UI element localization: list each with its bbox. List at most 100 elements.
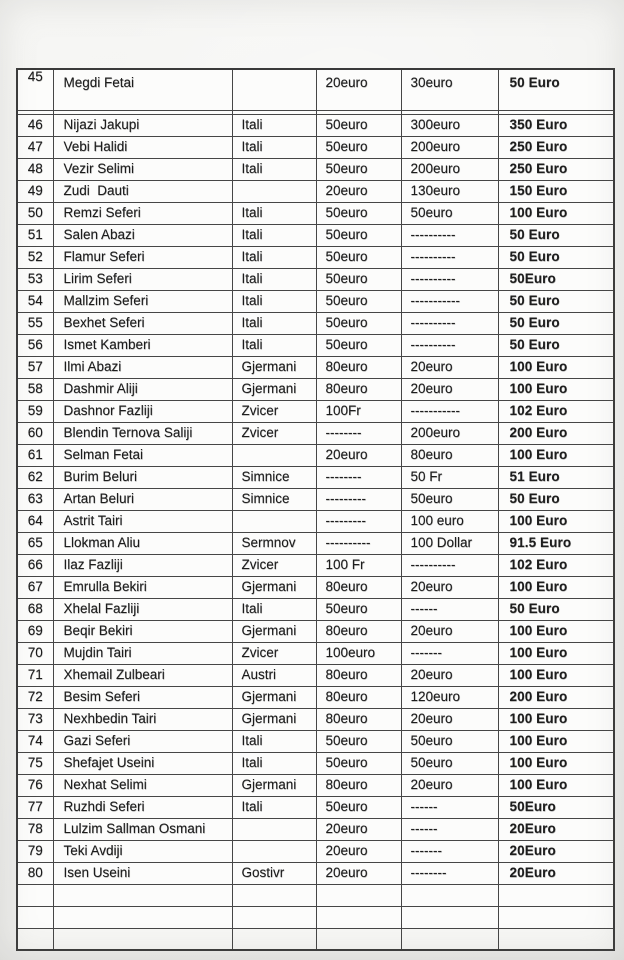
amount1-cell: 50euro <box>315 333 402 357</box>
total-cell: 100 Euro <box>497 619 615 643</box>
total-cell: 100 Euro <box>497 773 615 797</box>
table-row: 62 Burim Beluri Simnice -------- 50 Fr 51 Eur… <box>16 465 615 489</box>
country-cell: Itali <box>231 223 317 247</box>
amount2-cell: 20euro <box>400 663 499 687</box>
row-number-cell: 45 <box>16 68 54 111</box>
table-row: 71 Xhemail Zulbeari Austri 80euro 20euro 100 … <box>16 663 615 687</box>
row-number-cell: 62 <box>16 465 54 489</box>
country-cell <box>231 443 317 467</box>
table-row: 63 Artan Beluri Simnice --------- 50euro 50 E… <box>16 487 615 511</box>
name-cell: Remzi Seferi <box>52 201 233 225</box>
amount2-cell: 200euro <box>400 157 499 181</box>
table-row: 56 Ismet Kamberi Itali 50euro ---------- 50 E… <box>16 333 615 357</box>
total-cell: 50 Euro <box>497 311 615 335</box>
row-number-cell: 52 <box>16 245 54 269</box>
empty-cell <box>400 905 499 929</box>
name-cell: Nijazi Jakupi <box>52 113 233 137</box>
country-cell: Itali <box>231 333 317 357</box>
row-number-cell: 74 <box>16 729 54 753</box>
country-cell: Gostivr <box>231 861 317 885</box>
country-cell: Gjermani <box>231 619 317 643</box>
name-cell: Zudi Dauti <box>52 179 233 203</box>
country-cell <box>231 509 317 533</box>
name-cell: Artan Beluri <box>52 487 233 511</box>
row-number-cell: 69 <box>16 619 54 643</box>
amount2-cell: 50euro <box>400 487 499 511</box>
row-number-cell: 50 <box>16 201 54 225</box>
table-row: 53 Lirim Seferi Itali 50euro ---------- 50Eur… <box>16 267 615 291</box>
country-cell: Zvicer <box>231 421 317 445</box>
amount2-cell: ----------- <box>400 289 499 313</box>
table-row: 75 Shefajet Useini Itali 50euro 50euro 100 Eu… <box>16 751 615 775</box>
table-row: 58 Dashmir Aliji Gjermani 80euro 20euro 100 E… <box>16 377 615 401</box>
amount1-cell: --------- <box>315 487 402 511</box>
name-cell: Burim Beluri <box>52 465 233 489</box>
name-cell: Lulzim Sallman Osmani <box>52 817 233 841</box>
name-cell: Dashnor Fazliji <box>52 399 233 423</box>
amount1-cell: 50euro <box>315 289 402 313</box>
row-number-cell: 75 <box>16 751 54 775</box>
row-number-cell: 71 <box>16 663 54 687</box>
total-cell: 100 Euro <box>497 575 615 599</box>
country-cell: Itali <box>231 245 317 269</box>
total-cell: 100 Euro <box>497 663 615 687</box>
row-number-cell: 49 <box>16 179 54 203</box>
amount1-cell: 80euro <box>315 575 402 599</box>
country-cell: Itali <box>231 113 317 137</box>
name-cell: Flamur Seferi <box>52 245 233 269</box>
row-number-cell: 64 <box>16 509 54 533</box>
name-cell: Teki Avdiji <box>52 839 233 863</box>
empty-cell <box>231 905 317 929</box>
amount2-cell: ----------- <box>400 399 499 423</box>
amount1-cell: ---------- <box>315 531 402 555</box>
country-cell: Simnice <box>231 487 317 511</box>
empty-table-row <box>16 927 615 951</box>
country-cell: Gjermani <box>231 773 317 797</box>
empty-cell <box>16 905 54 929</box>
country-cell: Sermnov <box>231 531 317 555</box>
total-cell: 20Euro <box>497 861 615 885</box>
table-row: 73 Nexhbedin Tairi Gjermani 80euro 20euro 100… <box>16 707 615 731</box>
country-cell: Itali <box>231 267 317 291</box>
amount2-cell: ------ <box>400 817 499 841</box>
amount2-cell: 200euro <box>400 421 499 445</box>
country-cell: Itali <box>231 729 317 753</box>
amount2-cell: ------ <box>400 597 499 621</box>
row-number-cell: 56 <box>16 333 54 357</box>
country-cell: Gjermani <box>231 685 317 709</box>
table-row: 68 Xhelal Fazliji Itali 50euro ------ 50 Euro <box>16 597 615 621</box>
amount2-cell: ------- <box>400 641 499 665</box>
empty-cell <box>497 883 615 907</box>
row-number-cell: 46 <box>16 113 54 137</box>
table-row: 61 Selman Fetai 20euro 80euro 100 Euro <box>16 443 615 467</box>
amount1-cell: 20euro <box>315 443 402 467</box>
name-cell: Llokman Aliu <box>52 531 233 555</box>
amount1-cell: 20euro <box>315 861 402 885</box>
total-cell: 51 Euro <box>497 465 615 489</box>
country-cell: Gjermani <box>231 707 317 731</box>
total-cell: 100 Euro <box>497 201 615 225</box>
amount1-cell: 50euro <box>315 113 402 137</box>
table-row: 65 Llokman Aliu Sermnov ---------- 100 Dolla… <box>16 531 615 555</box>
country-cell: Itali <box>231 751 317 775</box>
row-number-cell: 60 <box>16 421 54 445</box>
amount2-cell: 20euro <box>400 773 499 797</box>
empty-cell <box>315 883 402 907</box>
row-number-cell: 77 <box>16 795 54 819</box>
empty-cell <box>497 905 615 929</box>
empty-cell <box>16 927 54 951</box>
name-cell: Dashmir Aliji <box>52 377 233 401</box>
amount2-cell: ---------- <box>400 223 499 247</box>
amount2-cell: ---------- <box>400 333 499 357</box>
empty-cell <box>52 905 233 929</box>
amount1-cell: -------- <box>315 465 402 489</box>
name-cell: Nexhat Selimi <box>52 773 233 797</box>
table-row: 49 Zudi Dauti 20euro 130euro 150 Euro <box>16 179 615 203</box>
country-cell <box>231 817 317 841</box>
amount2-cell: 80euro <box>400 443 499 467</box>
row-number-cell: 58 <box>16 377 54 401</box>
amount1-cell: 50euro <box>315 751 402 775</box>
table-row: 54 Mallzim Seferi Itali 50euro ----------- 50… <box>16 289 615 313</box>
amount1-cell: 50euro <box>315 597 402 621</box>
country-cell <box>231 839 317 863</box>
